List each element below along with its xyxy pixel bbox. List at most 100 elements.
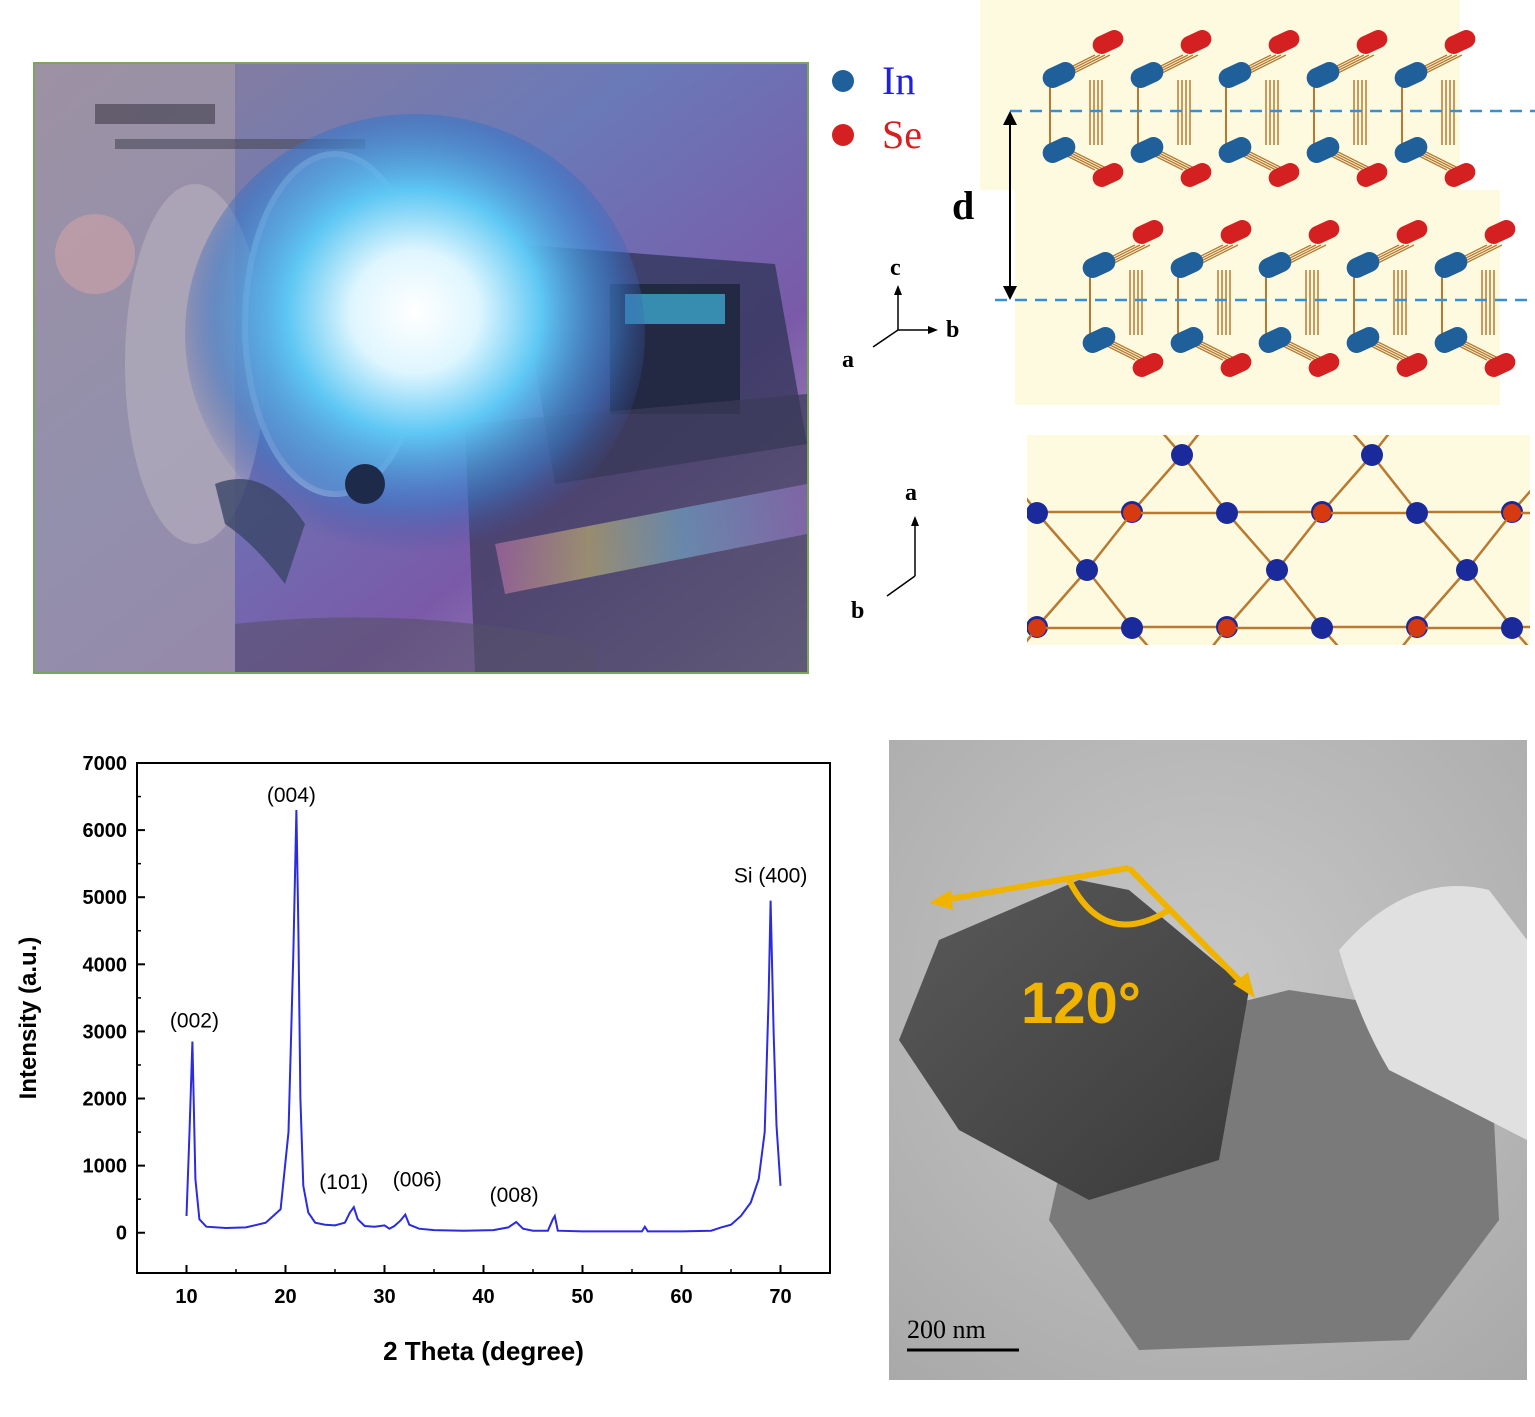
in-atom: [1258, 327, 1292, 353]
axes-arrows-icon: [872, 285, 938, 348]
in-atom: [1076, 559, 1098, 581]
in-atom: [1258, 252, 1292, 278]
y-tick-label: 6000: [83, 820, 128, 842]
bond: [1109, 339, 1151, 361]
se-atom: [1092, 30, 1124, 54]
y-tick-label: 0: [116, 1223, 127, 1245]
bond: [1086, 569, 1133, 628]
xrd-plot: 10 20 30 40 50 60 70 0 1000 2000 3000 4000 5000 6000 7…: [0, 730, 850, 1390]
element-legend: In Se: [832, 55, 972, 165]
axis-label-b-top: b: [851, 598, 865, 624]
in-atom: [1130, 137, 1164, 163]
bond: [1276, 569, 1323, 628]
y-tick-label: 7000: [83, 753, 128, 775]
se-atom: [1484, 353, 1516, 377]
spacing-label-d: d: [952, 183, 975, 228]
legend-se-label: Se: [882, 112, 922, 157]
layered-structure-side-view: d: [952, 0, 1535, 410]
in-atom: [1394, 137, 1428, 163]
bond: [1373, 339, 1415, 361]
bond: [1333, 149, 1375, 171]
in-atom: [1026, 502, 1048, 524]
bond: [1036, 569, 1088, 628]
arrow-head-left: [929, 890, 953, 910]
in-atom: [1306, 62, 1340, 88]
bond: [1285, 339, 1327, 361]
se-atom: [1028, 619, 1046, 637]
legend-in-label: In: [882, 58, 916, 103]
peak-label: (002): [170, 1009, 219, 1032]
in-atom: [1394, 62, 1428, 88]
x-tick-label: 10: [175, 1286, 197, 1308]
bond: [1373, 244, 1415, 266]
in-atom: [1306, 137, 1340, 163]
in-atom: [1082, 252, 1116, 278]
se-atom: [1356, 163, 1388, 187]
in-atom: [1434, 252, 1468, 278]
bond: [1226, 512, 1278, 571]
bond: [1416, 569, 1468, 628]
se-atom: [1268, 163, 1300, 187]
axes-arrows-icon-2: [886, 516, 919, 597]
bond: [1157, 149, 1199, 171]
bond: [1511, 483, 1535, 513]
arrow-head-right: [1233, 972, 1255, 998]
in-atom: [1218, 137, 1252, 163]
bond: [1333, 54, 1375, 76]
bond: [1285, 244, 1327, 266]
se-atom-icon: [832, 123, 854, 146]
bond: [1461, 244, 1503, 266]
in-atom-icon: [832, 69, 854, 92]
se-atom: [1408, 619, 1426, 637]
se-atom: [1396, 220, 1428, 244]
in-atom: [1311, 617, 1333, 639]
peak-label: Si (400): [734, 865, 808, 888]
se-atom: [1484, 220, 1516, 244]
axis-label-c: c: [890, 255, 901, 281]
x-tick-label: 40: [472, 1286, 494, 1308]
y-tick-label: 2000: [83, 1089, 128, 1111]
bond: [1511, 627, 1535, 657]
se-atom: [1132, 353, 1164, 377]
in-atom: [1346, 327, 1380, 353]
chamber-photo-illustration: [35, 64, 807, 672]
angle-label: 120°: [1021, 971, 1141, 1036]
se-atom: [1308, 353, 1340, 377]
se-atom: [1092, 163, 1124, 187]
scale-bar-label: 200 nm: [907, 1315, 986, 1344]
top-view-lattice: [791, 272, 1535, 753]
deposition-chamber-photo: [33, 62, 809, 674]
se-atom: [1308, 220, 1340, 244]
se-atom: [1396, 353, 1428, 377]
in-atom: [1406, 502, 1428, 524]
bond: [1036, 512, 1088, 571]
bond: [1276, 512, 1323, 571]
xrd-series-line: [185, 809, 782, 1233]
in-atom: [1042, 137, 1076, 163]
peak-label: (008): [490, 1184, 539, 1207]
se-atom: [1220, 220, 1252, 244]
angle-annotation: [943, 865, 1247, 988]
in-atom: [1361, 444, 1383, 466]
y-tick-label: 1000: [83, 1156, 128, 1178]
bond: [1131, 454, 1183, 513]
se-atom: [1123, 504, 1141, 522]
y-tick-label: 5000: [83, 887, 128, 909]
x-axis-title: 2 Theta (degree): [383, 1336, 584, 1366]
lower-layer-background: [1015, 190, 1500, 405]
in-atom: [1121, 617, 1143, 639]
legend-item-se: Se: [832, 111, 922, 158]
se-atom: [1313, 504, 1331, 522]
hexagonal-flake: [899, 880, 1249, 1200]
x-tick-label: 50: [571, 1286, 593, 1308]
y-tick-label: 3000: [83, 1021, 128, 1043]
bond: [1466, 569, 1513, 628]
in-atom: [1218, 62, 1252, 88]
x-tick-label: 70: [769, 1286, 791, 1308]
axis-label-a: a: [842, 347, 854, 373]
peak-label: (006): [393, 1169, 442, 1192]
hole-region: [1339, 886, 1527, 1140]
xrd-chart: 10 20 30 40 50 60 70 0 1000 2000 3000 4000 5000 6000 7…: [0, 730, 850, 1390]
bond: [1086, 512, 1133, 571]
peak-label: (004): [267, 784, 316, 807]
